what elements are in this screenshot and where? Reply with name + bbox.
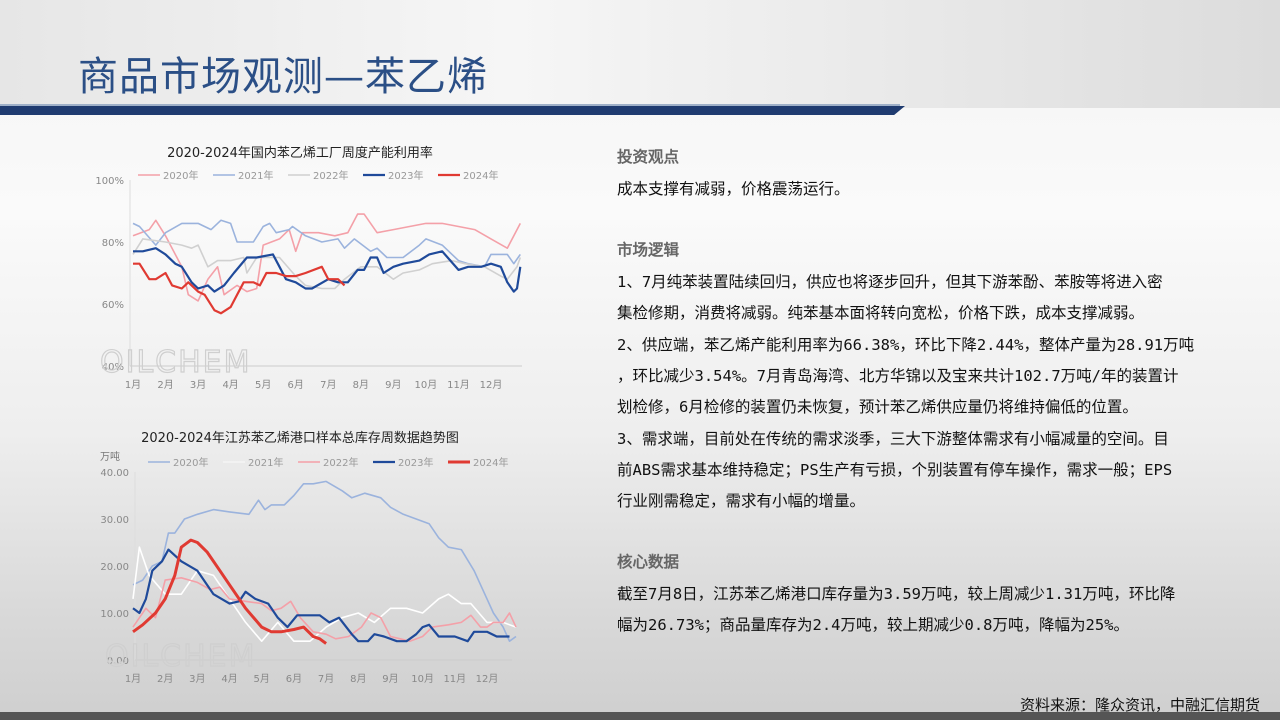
- x-tick-label: 12月: [480, 379, 503, 391]
- series-line-2023年: [133, 247, 522, 293]
- section-text-line: 行业刚需稳定，需求有小幅的增量。: [617, 492, 866, 511]
- legend-label: 2022年: [313, 169, 348, 182]
- x-tick-label: 5月: [255, 379, 271, 391]
- x-tick-label: 3月: [190, 379, 206, 391]
- legend-label: 2023年: [388, 169, 423, 182]
- series-line-2020年: [132, 213, 522, 302]
- data-source: 资料来源：隆众资讯，中融汇信期货: [1019, 696, 1260, 714]
- series-line-2021年: [132, 219, 521, 268]
- series-line-2022年: [132, 577, 517, 642]
- section-text-line: 3、需求端，目前处在传统的需求淡季，三大下游整体需求有小幅减量的空间。目: [617, 429, 1169, 448]
- x-tick-label: 8月: [353, 379, 369, 391]
- section-text-line: 2、供应端，苯乙烯产能利用率为66.38%，环比下降2.44%，整体产量为28.…: [617, 335, 1195, 354]
- y-tick-label: 10.00: [100, 609, 129, 620]
- section-text-line: 幅为26.73%；商品量库存为2.4万吨，较上期减少0.8万吨，降幅为25%。: [617, 616, 1129, 635]
- legend-label: 2023年: [398, 456, 433, 469]
- y-tick-label: 0.00: [107, 656, 129, 667]
- x-tick-label: 9月: [382, 673, 398, 685]
- oilchem-watermark: OILCHEM: [105, 639, 257, 674]
- x-tick-label: 12月: [476, 673, 499, 685]
- x-tick-label: 7月: [320, 379, 336, 391]
- section-heading: 市场逻辑: [617, 241, 680, 259]
- chart-title: 2020-2024年江苏苯乙烯港口样本总库存周数据趋势图: [141, 430, 459, 446]
- oilchem-watermark: OILCHEM: [100, 345, 252, 380]
- legend-label: 2021年: [238, 169, 273, 182]
- capacity-utilization-chart: 2020-2024年国内苯乙烯工厂周度产能利用率 100% 80% 60% 40%1月 2…: [95, 145, 522, 391]
- legend-label: 2024年: [463, 169, 498, 182]
- x-tick-label: 4月: [221, 673, 237, 685]
- x-tick-label: 11月: [447, 379, 470, 391]
- series-line-2021年: [132, 546, 517, 642]
- y-tick-label: 40%: [102, 362, 124, 373]
- footer-strip: [0, 712, 1280, 720]
- chart-title: 2020-2024年国内苯乙烯工厂周度产能利用率: [167, 145, 433, 161]
- x-tick-label: 10月: [411, 673, 434, 685]
- x-tick-label: 2月: [157, 379, 173, 391]
- y-tick-label: 20.00: [100, 562, 129, 573]
- section-text-line: ，环比减少3.54%。7月青岛海湾、北方华锦以及宝来共计102.7万吨/年的装置…: [617, 366, 1179, 385]
- series-line-2024年: [132, 538, 327, 645]
- y-tick-label: 60%: [102, 300, 124, 311]
- x-tick-label: 8月: [350, 673, 366, 685]
- header-divider-bar: [0, 106, 905, 115]
- section-text-line: 1、7月纯苯装置陆续回归，供应也将逐步回升，但其下游苯酚、苯胺等将进入密: [617, 273, 1163, 291]
- legend-label: 2020年: [163, 169, 198, 182]
- x-tick-label: 6月: [288, 379, 304, 391]
- x-tick-label: 1月: [125, 673, 141, 685]
- section-text-line: 划检修，6月检修的装置仍未恢复，预计苯乙烯供应量仍将维持偏低的位置。: [617, 398, 1138, 417]
- unit-label: 万吨: [100, 450, 120, 463]
- legend-label: 2021年: [248, 456, 283, 469]
- x-tick-label: 9月: [385, 379, 401, 391]
- y-tick-label: 80%: [102, 238, 124, 249]
- legend-label: 2022年: [323, 456, 358, 469]
- header-accent-line: [0, 104, 900, 106]
- x-tick-label: 2月: [157, 673, 173, 685]
- page-title: 商品市场观测—苯乙烯: [78, 54, 488, 100]
- x-tick-label: 1月: [125, 379, 141, 391]
- section-heading: 核心数据: [617, 553, 680, 571]
- header-band: [0, 0, 1280, 108]
- series-line-2020年: [132, 480, 517, 642]
- series-line-2024年: [133, 262, 346, 315]
- section-text-line: 前ABS需求基本维持稳定；PS生产有亏损，个别装置有停车操作，需求一般；EPS: [617, 460, 1173, 479]
- x-tick-label: 5月: [254, 673, 270, 685]
- x-tick-label: 4月: [222, 379, 238, 391]
- legend-label: 2024年: [473, 456, 508, 469]
- y-tick-label: 100%: [95, 176, 124, 187]
- x-tick-label: 10月: [415, 379, 438, 391]
- x-tick-label: 11月: [443, 673, 466, 685]
- x-tick-label: 3月: [189, 673, 205, 685]
- y-tick-label: 40.00: [100, 468, 129, 479]
- section-heading: 投资观点: [617, 148, 680, 166]
- legend-label: 2020年: [173, 456, 208, 469]
- x-tick-label: 7月: [318, 673, 334, 685]
- section-text-line: 集检修期，消费将减弱。纯苯基本面将转向宽松，价格下跌，成本支撑减弱。: [617, 304, 1145, 323]
- series-line-2023年: [132, 548, 510, 643]
- section-text-line: 成本支撑有减弱，价格震荡运行。: [617, 180, 850, 198]
- y-tick-label: 30.00: [100, 515, 129, 526]
- section-text-line: 截至7月8日，江苏苯乙烯港口库存量为3.59万吨，较上周减少1.31万吨，环比降: [617, 585, 1176, 603]
- x-tick-label: 6月: [286, 673, 302, 685]
